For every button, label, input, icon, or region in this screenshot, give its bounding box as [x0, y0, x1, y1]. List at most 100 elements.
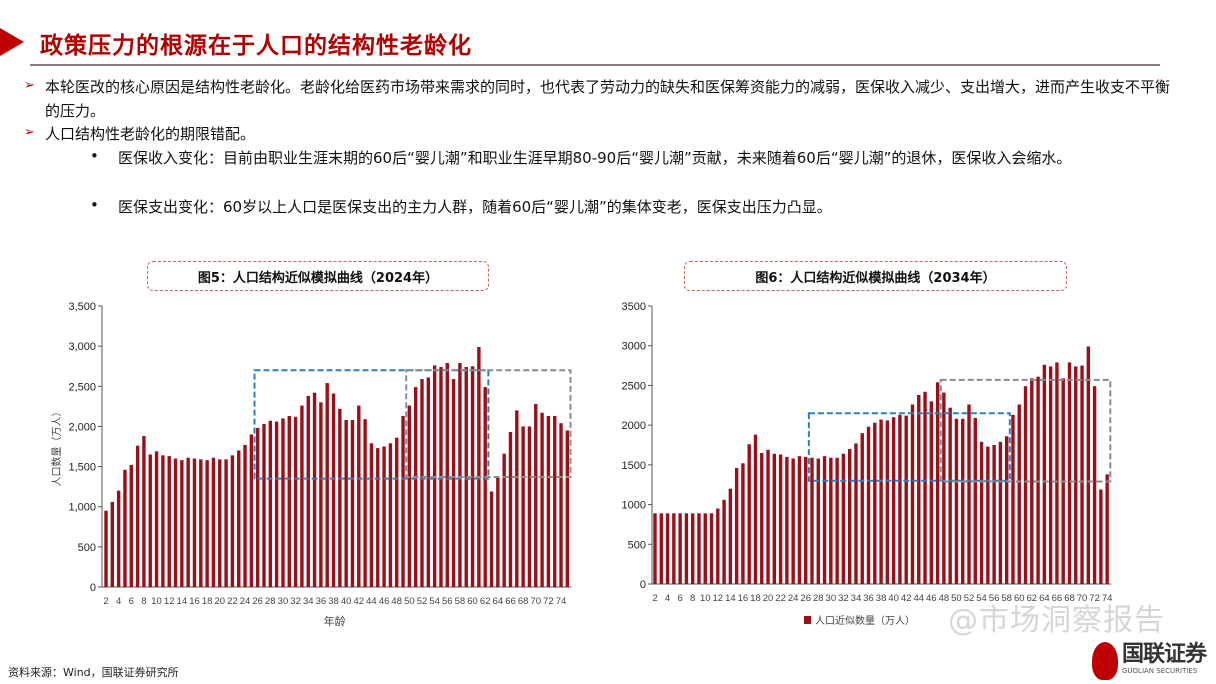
x-tick-label: 56 — [442, 596, 453, 607]
x-tick-label: 50 — [404, 596, 415, 607]
x-tick-label: 48 — [939, 593, 950, 604]
bar — [973, 417, 977, 584]
bar — [148, 454, 152, 587]
grey-highlight-box — [939, 378, 1112, 483]
bar — [1080, 365, 1084, 584]
bar — [697, 513, 701, 584]
bar — [173, 458, 178, 587]
y-tick-label: 2000 — [622, 420, 646, 432]
legend-label: 人口近似数量（万人） — [815, 614, 915, 627]
bar — [942, 392, 946, 584]
dot-bullet-icon: • — [90, 196, 99, 214]
bar — [860, 433, 864, 584]
y-tick-label: 3,500 — [68, 301, 96, 313]
bar — [690, 513, 695, 584]
x-tick-label: 44 — [366, 596, 377, 607]
bar — [672, 513, 676, 584]
bar — [401, 415, 405, 587]
dot-bullet-icon: • — [90, 147, 99, 165]
bar — [331, 393, 336, 587]
bar — [546, 415, 551, 587]
bar — [293, 416, 298, 587]
x-tick-label: 44 — [913, 593, 924, 604]
x-tick-label: 6 — [677, 593, 682, 604]
y-tick-label: 3500 — [622, 301, 646, 313]
bar — [534, 403, 538, 587]
bar — [325, 383, 329, 587]
bar — [180, 460, 184, 587]
x-tick-label: 40 — [888, 593, 899, 604]
x-tick-label: 22 — [227, 596, 238, 607]
x-tick-label: 54 — [429, 596, 440, 607]
x-tick-label: 4 — [665, 593, 670, 604]
x-tick-label: 64 — [1039, 593, 1050, 604]
bar — [891, 417, 896, 584]
x-tick-label: 10 — [151, 596, 162, 607]
bar — [917, 394, 921, 584]
bar — [797, 456, 802, 584]
blue-highlight-box — [807, 412, 1011, 482]
y-tick-label: 1,500 — [68, 462, 96, 474]
x-tick-label: 74 — [556, 596, 567, 607]
bar — [306, 395, 310, 587]
bar — [445, 363, 449, 587]
x-tick-label: 30 — [826, 593, 837, 604]
bar — [565, 430, 570, 587]
bar — [521, 426, 525, 587]
x-tick-label: 32 — [838, 593, 849, 604]
bar — [1017, 404, 1021, 584]
bar — [420, 379, 424, 587]
y-tick-label: 0 — [640, 579, 646, 591]
x-tick-label: 8 — [690, 593, 695, 604]
x-tick-label: 8 — [141, 596, 146, 607]
bar — [778, 454, 783, 584]
bar — [274, 421, 279, 587]
bar — [382, 446, 386, 587]
bar — [154, 451, 159, 587]
bar — [161, 455, 165, 587]
x-tick-label: 52 — [964, 593, 975, 604]
bar — [766, 449, 770, 584]
sub-bullet-1: 医保收入变化：目前由职业生涯末期的60后“婴儿潮”和职业生涯早期80-90后“婴… — [118, 149, 1072, 167]
bar — [483, 387, 487, 587]
bar — [135, 445, 140, 587]
x-tick-label: 52 — [417, 596, 428, 607]
bar — [709, 513, 714, 584]
y-tick-label: 3,000 — [68, 341, 96, 353]
y-tick-label: 2,500 — [68, 381, 96, 393]
bullet-2: 人口结构性老龄化的期限错配。 — [45, 125, 256, 143]
x-tick-label: 14 — [725, 593, 736, 604]
bar — [879, 419, 883, 584]
chart2-title: 图6：人口结构近似模拟曲线（2034年） — [684, 261, 1067, 291]
chart1-title: 图5：人口结构近似模拟曲线（2024年） — [147, 261, 489, 291]
x-tick-label: 36 — [316, 596, 327, 607]
x-tick-label: 6 — [129, 596, 134, 607]
bar — [1004, 436, 1009, 584]
source-note: 资料来源：Wind，国联证券研究所 — [8, 666, 179, 679]
x-tick-label: 38 — [876, 593, 887, 604]
x-tick-label: 42 — [901, 593, 912, 604]
bar — [741, 463, 745, 584]
bar — [854, 443, 858, 584]
x-tick-label: 24 — [240, 596, 251, 607]
x-tick-label: 46 — [379, 596, 390, 607]
x-tick-label: 42 — [354, 596, 365, 607]
bar — [388, 443, 393, 587]
x-tick-label: 74 — [1102, 593, 1113, 604]
bar — [237, 450, 241, 587]
bar — [967, 404, 971, 584]
bar — [395, 437, 399, 587]
bar — [357, 405, 361, 587]
x-tick-label: 72 — [543, 596, 554, 607]
bar — [319, 402, 323, 587]
x-tick-label: 60 — [1014, 593, 1025, 604]
bar — [753, 434, 758, 584]
bar — [992, 445, 996, 584]
page-title: 政策压力的根源在于人口的结构性老龄化 — [40, 32, 472, 59]
bar — [653, 513, 657, 584]
y-tick-label: 500 — [78, 542, 96, 554]
bar — [1030, 378, 1034, 584]
bar — [350, 420, 355, 587]
x-tick-label: 62 — [1027, 593, 1038, 604]
x-tick-label: 32 — [290, 596, 301, 607]
